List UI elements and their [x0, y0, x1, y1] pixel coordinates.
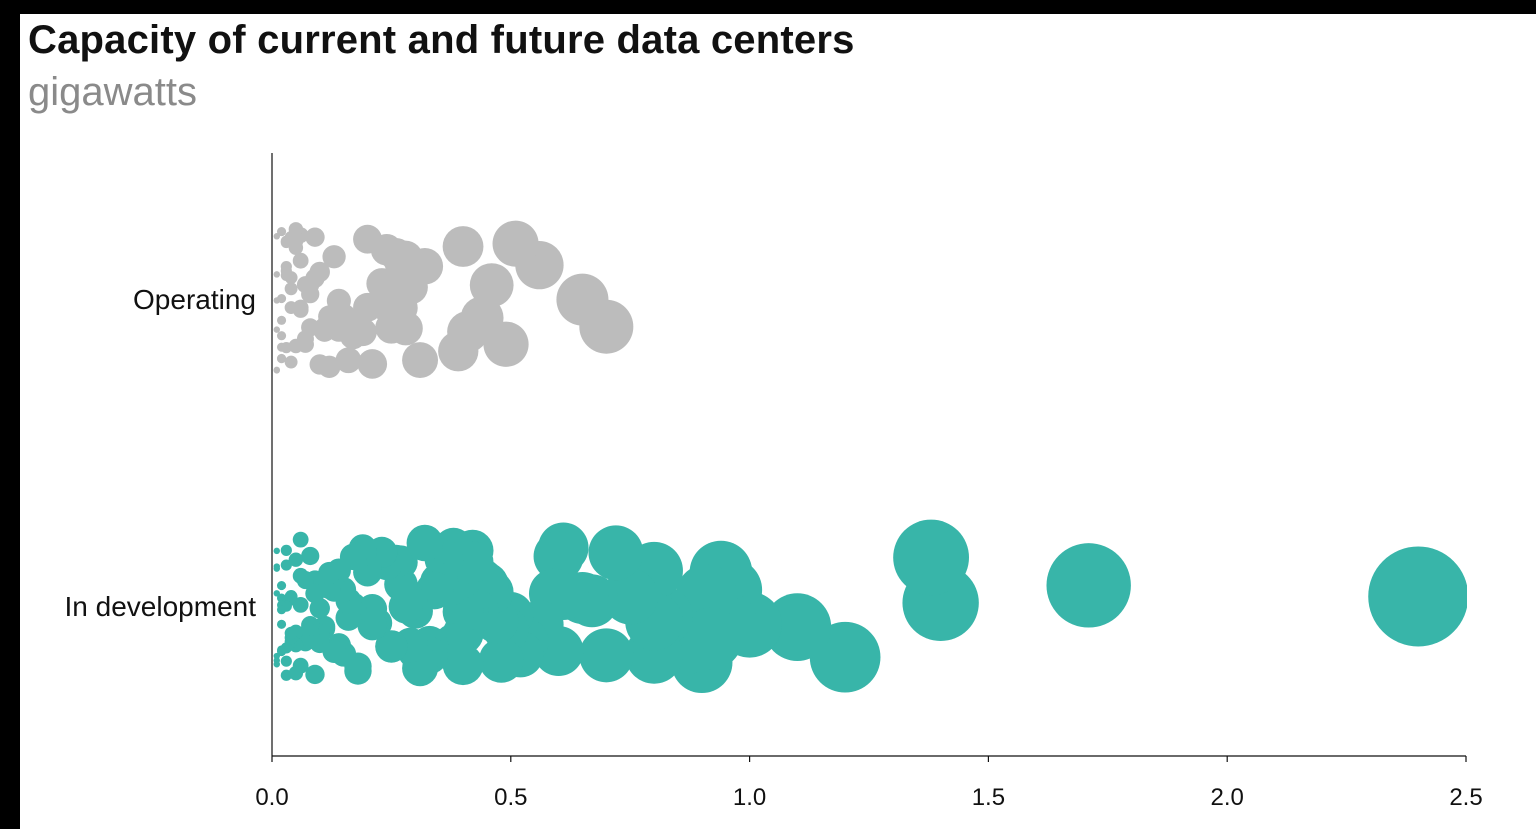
operating-point — [288, 338, 304, 354]
in-development-point — [406, 524, 444, 562]
in-development-point — [280, 559, 292, 571]
in-development-point — [273, 565, 281, 572]
operating-point — [284, 301, 298, 315]
in-development-point — [276, 581, 287, 591]
in-development-point — [375, 630, 408, 663]
operating-point — [357, 349, 388, 379]
operating-point — [322, 245, 346, 269]
operating-point — [288, 240, 304, 255]
category-label-in-development: In development — [65, 591, 257, 622]
operating-point — [366, 268, 398, 300]
in-development-point — [276, 646, 287, 657]
chart-page: Capacity of current and future data cent… — [20, 14, 1536, 829]
operating-point — [402, 342, 439, 379]
in-development-point — [276, 619, 287, 629]
category-label-operating: Operating — [133, 284, 256, 315]
operating-point — [296, 276, 314, 294]
points-layer — [273, 220, 1467, 694]
operating-point — [492, 220, 539, 267]
in-development-point — [305, 583, 325, 604]
operating-point — [276, 354, 287, 364]
in-development-point — [292, 531, 309, 548]
x-tick-label: 0.0 — [255, 784, 288, 811]
operating-point — [273, 271, 281, 278]
in-development-point — [588, 525, 644, 581]
operating-point — [284, 355, 298, 369]
x-tick-label: 2.5 — [1449, 784, 1482, 811]
in-development-point — [284, 626, 298, 640]
in-development-point — [478, 638, 524, 683]
in-development-point — [763, 593, 832, 661]
operating-point — [273, 326, 281, 333]
in-development-point — [273, 657, 281, 664]
x-tick-label: 1.5 — [972, 784, 1005, 811]
operating-point — [273, 233, 281, 240]
in-development-point — [305, 664, 325, 685]
operating-point — [438, 331, 479, 372]
plot-area: 0.0 0.5 1.0 1.5 2.0 2.5 Operating In developmen… — [65, 153, 1483, 811]
operating-point — [305, 227, 325, 247]
x-tick-label: 0.5 — [494, 784, 527, 811]
in-development-point — [288, 665, 304, 681]
operating-point — [273, 366, 281, 374]
operating-point — [276, 331, 287, 341]
in-development-point — [276, 605, 287, 615]
x-tick-label: 1.0 — [733, 784, 766, 811]
in-development-point — [280, 655, 292, 667]
in-development-point — [288, 552, 304, 567]
operating-point — [292, 299, 309, 316]
operating-point — [309, 354, 330, 375]
operating-point — [273, 297, 281, 304]
x-tick-label: 2.0 — [1211, 784, 1244, 811]
operating-point — [276, 342, 287, 352]
operating-point — [280, 236, 292, 249]
operating-point — [292, 252, 309, 269]
in-development-point — [284, 590, 298, 603]
operating-point — [353, 224, 382, 254]
in-development-point — [273, 590, 281, 597]
chart-subtitle: gigawatts — [28, 70, 197, 114]
in-development-point — [893, 519, 970, 596]
in-development-point — [301, 546, 320, 566]
in-development-point — [280, 669, 292, 681]
in-development-point — [280, 544, 292, 556]
in-development-point — [273, 547, 281, 555]
in-development-point — [1368, 546, 1467, 647]
operating-point — [276, 227, 287, 237]
operating-point — [284, 282, 298, 296]
in-development-point — [276, 593, 287, 603]
operating-point — [280, 269, 292, 282]
in-development-point — [579, 628, 634, 683]
operating-point — [442, 226, 484, 267]
chart-title: Capacity of current and future data cent… — [28, 18, 855, 62]
operating-point — [276, 315, 287, 325]
in-development-point — [292, 567, 309, 584]
operating-point — [469, 263, 514, 307]
operating-point — [335, 347, 362, 374]
in-development-point — [1046, 543, 1131, 628]
operating-point — [556, 273, 609, 326]
in-development-point — [533, 531, 584, 582]
